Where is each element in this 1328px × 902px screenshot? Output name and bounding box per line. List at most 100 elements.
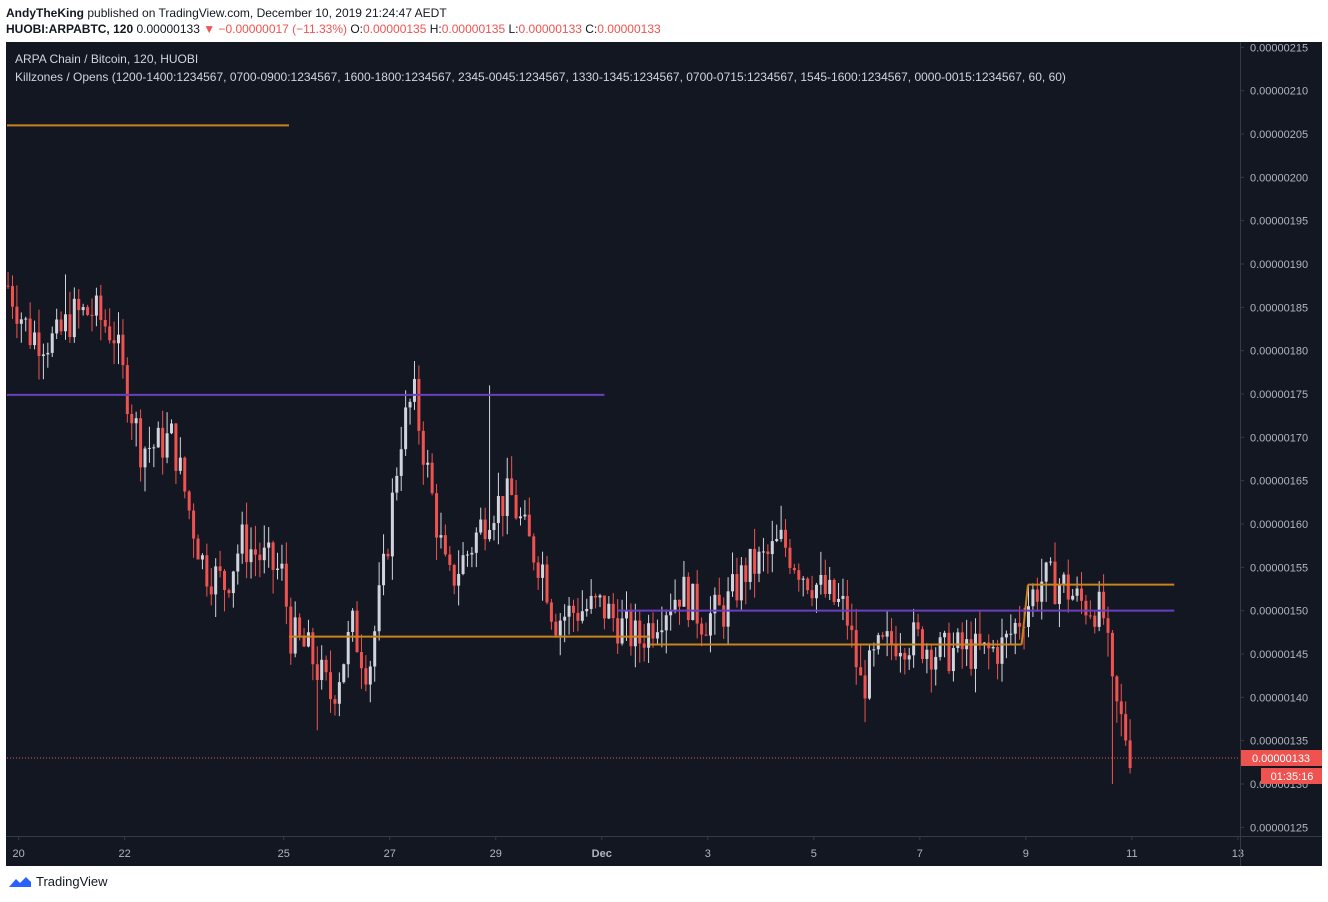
candle-body: [324, 659, 328, 673]
candle-body: [647, 623, 651, 648]
candle-body: [850, 625, 854, 631]
candle-body: [63, 314, 67, 332]
candle-body: [1106, 618, 1110, 633]
candle-body: [1018, 622, 1022, 627]
candle-body: [549, 602, 553, 622]
y-tick-label: 0.00000135: [1250, 736, 1308, 748]
low-value: 0.00000133: [518, 22, 582, 36]
candle-body: [333, 699, 337, 704]
candle-body: [739, 565, 743, 601]
candle-body: [116, 334, 120, 344]
candle-body: [488, 529, 492, 540]
candle-body: [1053, 561, 1057, 605]
candle-body: [147, 447, 151, 449]
candle-body: [81, 307, 85, 311]
candle-body: [1026, 606, 1030, 627]
candle-body: [916, 622, 920, 630]
x-tick-label: 9: [1023, 848, 1029, 860]
candle-body: [280, 563, 284, 569]
candle-body: [108, 326, 112, 341]
candle-body: [876, 635, 880, 650]
candle-body: [571, 605, 575, 613]
candle-body: [722, 605, 726, 627]
candle-body: [832, 579, 836, 603]
candle-body: [37, 332, 41, 357]
y-tick-label: 0.00000150: [1250, 606, 1308, 618]
countdown-label: 01:35:16: [1271, 771, 1314, 783]
candle-body: [337, 682, 341, 704]
candle-body: [744, 565, 748, 582]
chart-pane[interactable]: [6, 42, 1322, 866]
candle-body: [717, 594, 721, 606]
low-label: L:: [508, 22, 519, 36]
orange-level-line: [1020, 584, 1029, 645]
candle-body: [753, 548, 757, 574]
candle-body: [620, 618, 624, 644]
candle-body: [651, 623, 655, 639]
candle-body: [885, 631, 889, 637]
candle-body: [435, 493, 439, 538]
candle-body: [443, 535, 447, 555]
candle-body: [205, 555, 209, 587]
candle-body: [72, 298, 76, 338]
open-label: O:: [350, 22, 363, 36]
candle-body: [819, 574, 823, 585]
candle-body: [457, 573, 461, 586]
candle-body: [112, 340, 116, 344]
candle-body: [532, 536, 536, 563]
candle-body: [673, 599, 677, 612]
candle-body: [757, 551, 761, 574]
candle-body: [24, 318, 28, 320]
candle-body: [121, 334, 125, 366]
candle-body: [351, 610, 355, 632]
candle-body: [1119, 701, 1123, 715]
indicator-legend: Killzones / Opens (1200-1400:1234567, 07…: [15, 70, 1066, 84]
candle-body: [223, 570, 227, 591]
y-tick-label: 0.00000175: [1250, 389, 1308, 401]
candle-body: [99, 295, 103, 320]
tradingview-brand[interactable]: TradingView: [8, 874, 108, 889]
candle-body: [298, 617, 302, 636]
x-tick-label: 20: [13, 848, 25, 860]
candle-body: [192, 510, 196, 539]
candle-body: [576, 612, 580, 621]
candle-body: [289, 606, 293, 654]
author-name[interactable]: AndyTheKing: [6, 6, 84, 20]
candle-body: [943, 632, 947, 638]
time-axis-border: [6, 836, 1322, 837]
candle-body: [245, 524, 249, 563]
candle-body: [465, 554, 469, 556]
open-value: 0.00000135: [363, 22, 427, 36]
y-tick-label: 0.00000145: [1250, 649, 1308, 661]
candle-body: [938, 637, 942, 657]
candle-body: [956, 632, 960, 649]
candle-body: [373, 631, 377, 667]
candle-body: [784, 529, 788, 548]
candle-body: [15, 306, 19, 324]
series-legend: ARPA Chain / Bitcoin, 120, HUOBI: [15, 52, 199, 66]
candle-body: [638, 620, 642, 644]
y-tick-label: 0.00000185: [1250, 302, 1308, 314]
candle-body: [426, 462, 430, 465]
candle-body: [377, 585, 381, 632]
candle-body: [94, 295, 98, 316]
candle-body: [761, 551, 765, 553]
candle-body: [589, 595, 593, 609]
candle-body: [183, 457, 187, 492]
candle-body: [77, 298, 81, 311]
candle-body: [1062, 574, 1066, 586]
candle-body: [320, 659, 324, 681]
candle-body: [90, 314, 94, 316]
candle-body: [496, 496, 500, 524]
tradingview-logo-icon: [9, 876, 31, 887]
candle-body: [594, 595, 598, 598]
last-price-badge: [1241, 750, 1322, 766]
candle-body: [686, 576, 690, 620]
candle-body: [262, 547, 266, 561]
candle-body: [766, 551, 770, 555]
candle-body: [823, 574, 827, 594]
x-tick-label: 5: [811, 848, 817, 860]
candle-body: [563, 616, 567, 621]
candle-body: [748, 548, 752, 582]
